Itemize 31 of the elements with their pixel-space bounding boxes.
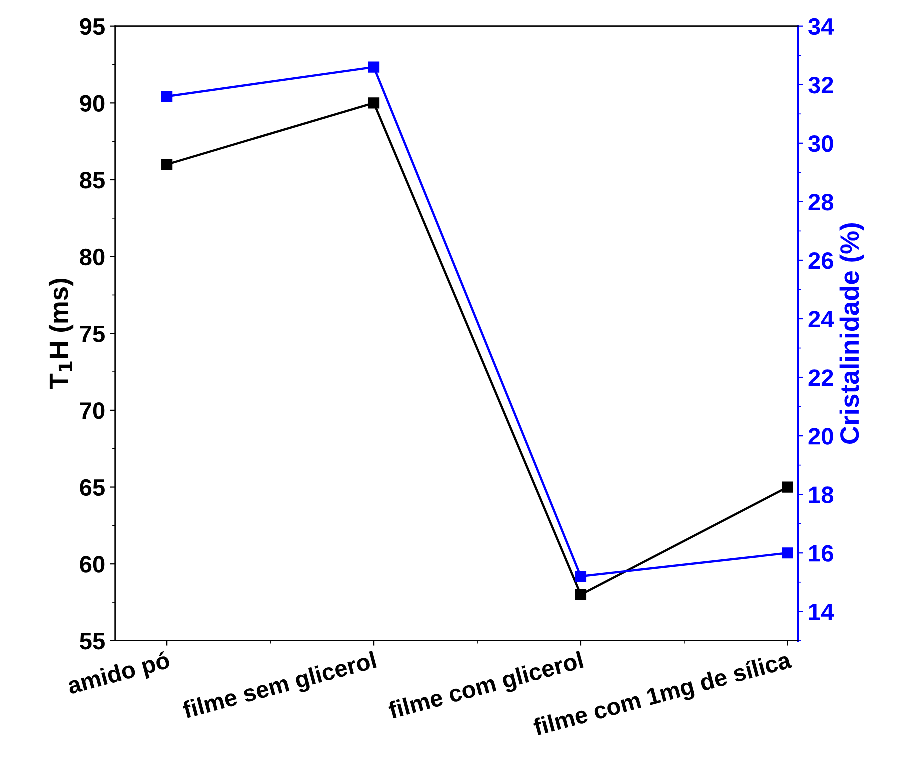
y2-tick-label: 30 xyxy=(808,135,834,152)
y2-tick-label: 24 xyxy=(808,311,834,328)
x-tick-label: amido pó xyxy=(66,650,172,700)
point xyxy=(575,570,587,582)
y2-tick-label: 34 xyxy=(808,18,834,36)
point xyxy=(782,482,794,493)
y2-tick-label: 18 xyxy=(809,486,834,504)
y2-tick-label: 16 xyxy=(809,545,834,562)
y-tick-label: 90 xyxy=(80,95,105,112)
y-axis-title: T$_{1}$H (ms) xyxy=(48,278,74,390)
y-tick-label: 60 xyxy=(80,556,105,573)
y2-tick-label: 20 xyxy=(808,428,834,445)
y-tick-label: 65 xyxy=(80,479,105,496)
point xyxy=(162,91,173,102)
y-tick-label: 70 xyxy=(80,402,105,420)
y-tick-label: 95 xyxy=(80,18,105,36)
point xyxy=(368,98,380,109)
y2-axis-title: Cristalinidade (%) xyxy=(840,224,864,444)
point xyxy=(162,159,173,170)
point xyxy=(575,589,587,600)
point xyxy=(782,548,794,559)
y2-tick-label: 32 xyxy=(808,76,834,94)
y-tick-label: 85 xyxy=(80,172,105,189)
y2-tick-label: 28 xyxy=(808,194,834,211)
y-tick-label: 75 xyxy=(80,326,105,342)
point xyxy=(368,62,380,73)
y-tick-label: 55 xyxy=(80,633,105,650)
y2-tick-label: 14 xyxy=(809,604,834,620)
y2-tick-label: 22 xyxy=(808,370,834,386)
y-tick-label: 80 xyxy=(80,248,105,266)
y2-tick-label: 26 xyxy=(808,252,834,270)
